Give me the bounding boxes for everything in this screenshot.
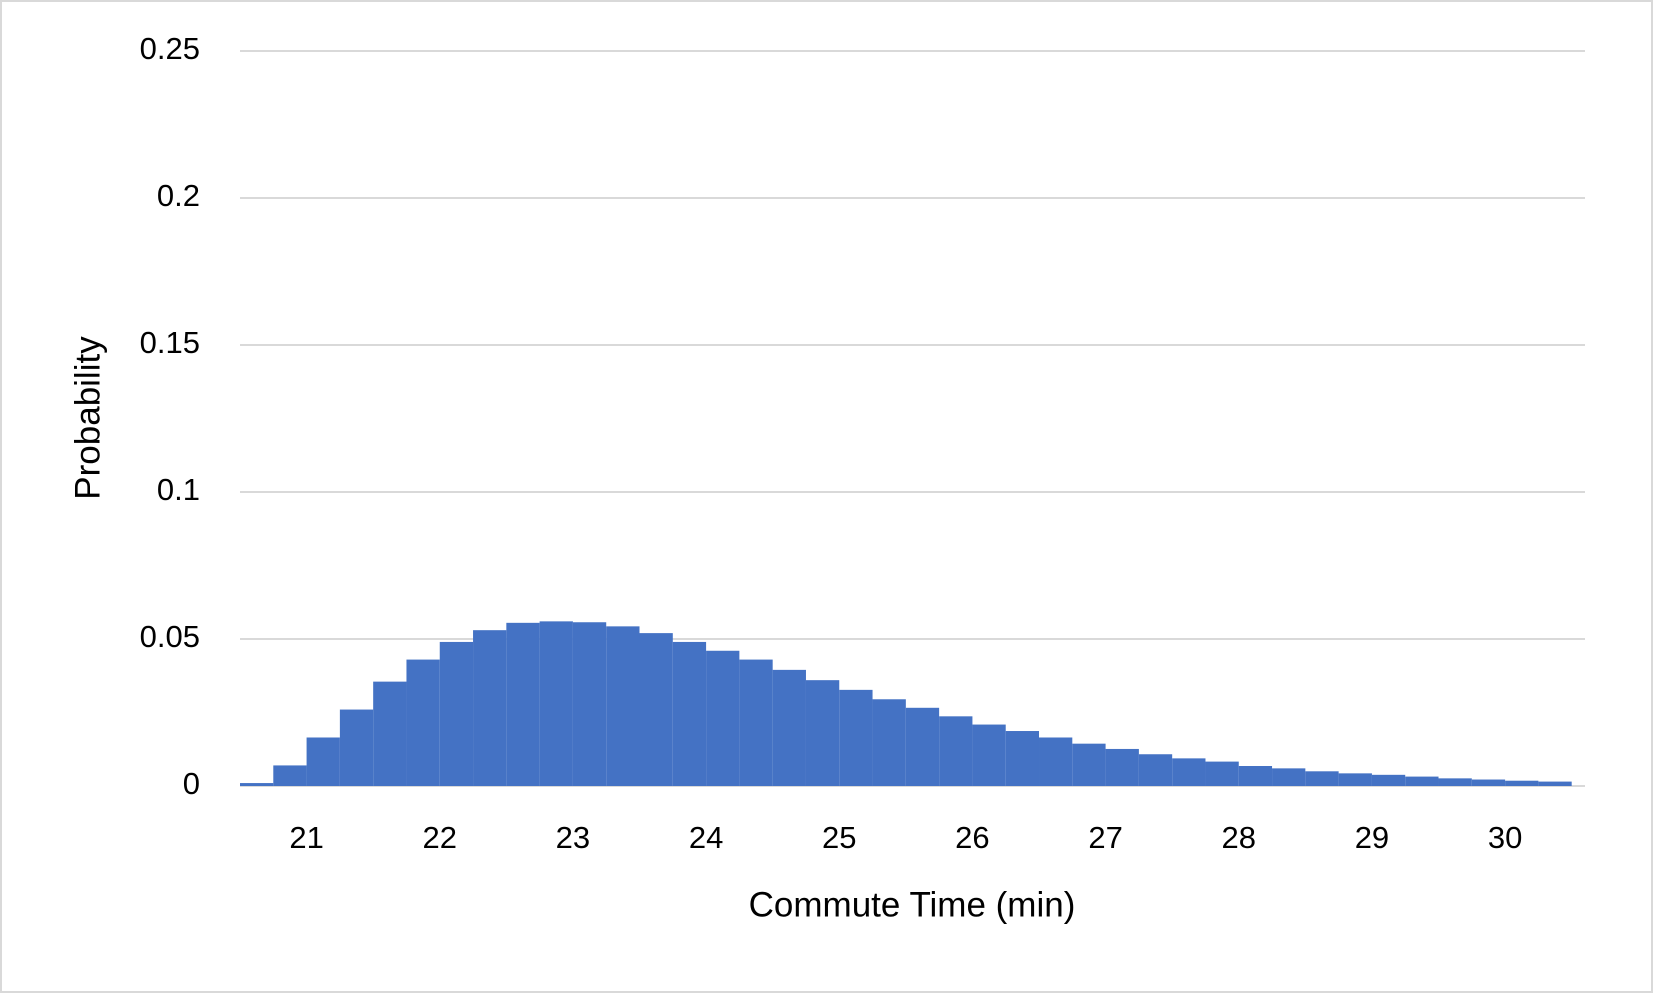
bar <box>1371 774 1406 786</box>
bar <box>1405 776 1439 786</box>
bar <box>1039 737 1073 786</box>
bar <box>672 641 707 786</box>
bar <box>1005 731 1040 786</box>
bar <box>506 622 540 786</box>
bar <box>1205 761 1239 786</box>
bar <box>1105 748 1139 786</box>
bar <box>739 659 773 786</box>
bar <box>1138 754 1173 786</box>
bar <box>1172 758 1206 786</box>
x-tick-label: 26 <box>955 820 989 855</box>
bar <box>1438 778 1472 786</box>
bar <box>1471 779 1506 786</box>
bar <box>1538 781 1572 786</box>
bar <box>473 630 507 786</box>
bar <box>273 765 307 786</box>
x-tick-label: 29 <box>1355 820 1389 855</box>
bar <box>639 633 673 786</box>
bar <box>1272 768 1306 786</box>
x-tick-label: 30 <box>1488 820 1522 855</box>
y-tick-label: 0.2 <box>157 178 200 213</box>
y-tick-label: 0.05 <box>140 619 200 654</box>
bar <box>339 709 374 786</box>
x-tick-label: 27 <box>1088 820 1122 855</box>
bar <box>240 783 274 786</box>
bar <box>1238 766 1273 786</box>
bar <box>606 626 640 786</box>
bar <box>406 659 440 786</box>
x-axis-title: Commute Time (min) <box>749 885 1076 924</box>
y-tick-label: 0.15 <box>140 325 200 360</box>
bar <box>805 680 840 786</box>
bar <box>706 650 740 786</box>
x-tick-label: 22 <box>423 820 457 855</box>
bar <box>972 724 1006 786</box>
x-tick-label: 24 <box>689 820 723 855</box>
bar <box>1505 780 1539 786</box>
bar <box>539 621 573 786</box>
bar <box>1305 771 1339 786</box>
bar <box>306 737 340 786</box>
y-tick-label: 0 <box>183 766 200 801</box>
bar <box>772 669 806 786</box>
x-tick-label: 28 <box>1222 820 1256 855</box>
bar <box>839 689 873 786</box>
bar <box>1338 773 1372 786</box>
x-tick-label: 21 <box>289 820 323 855</box>
bar <box>572 622 607 786</box>
bar <box>373 681 407 786</box>
y-axis-title: Probability <box>68 336 107 500</box>
x-tick-label: 23 <box>556 820 590 855</box>
y-tick-label: 0.25 <box>140 31 200 66</box>
bar <box>872 699 906 786</box>
bar <box>439 641 474 786</box>
bar <box>939 716 973 786</box>
bar <box>1072 743 1106 786</box>
y-tick-label: 0.1 <box>157 472 200 507</box>
bar <box>905 707 940 786</box>
x-tick-label: 25 <box>822 820 856 855</box>
